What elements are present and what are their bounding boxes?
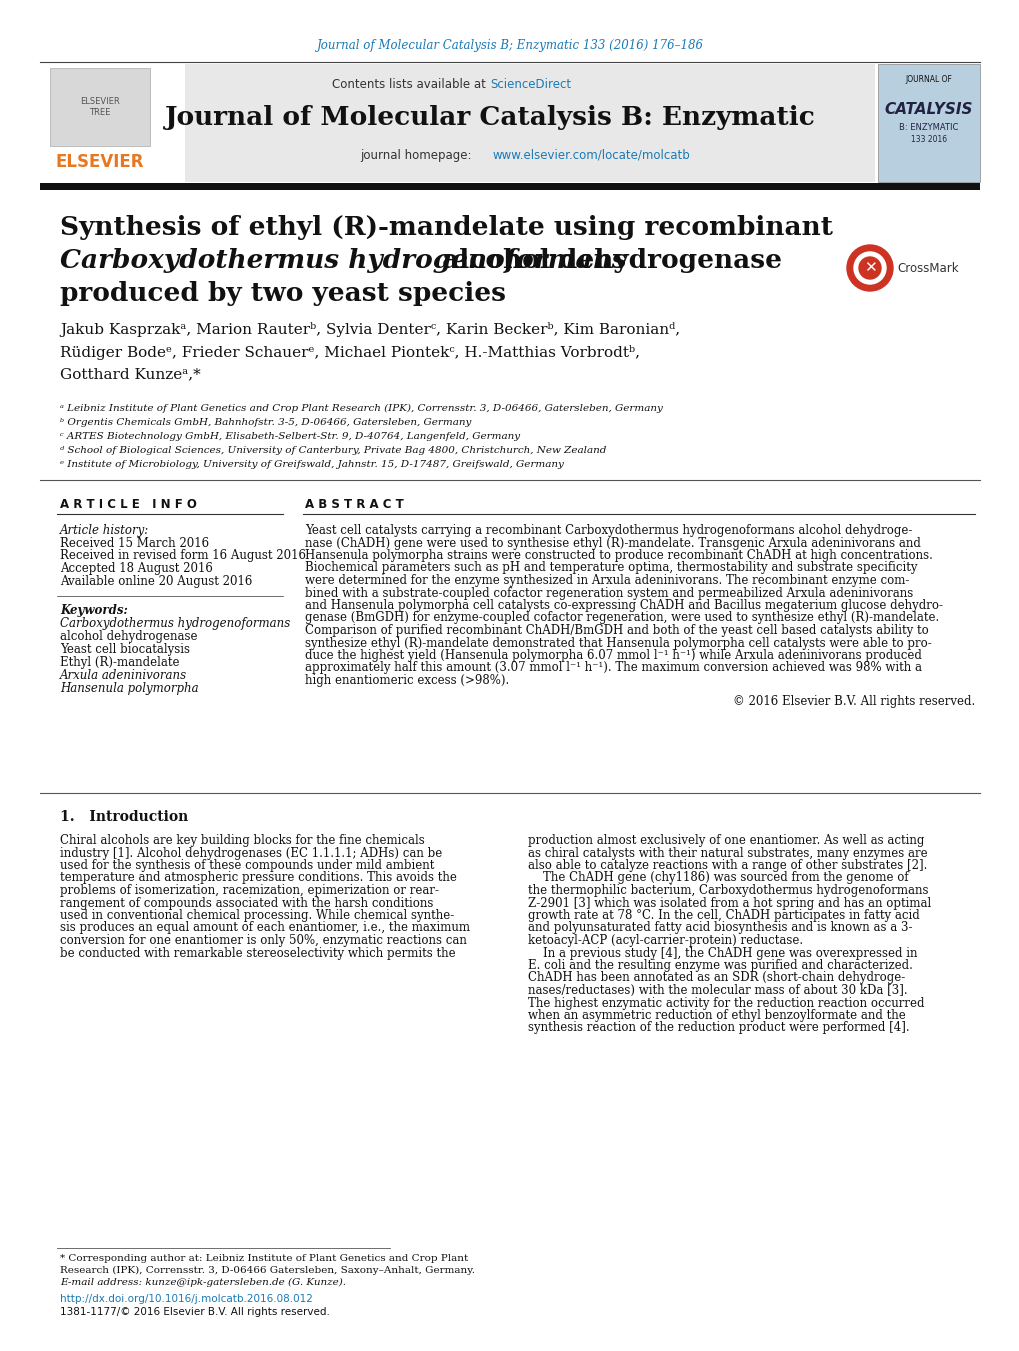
Circle shape [858,257,880,280]
Text: growth rate at 78 °C. In the cell, ChADH participates in fatty acid: growth rate at 78 °C. In the cell, ChADH… [528,909,919,921]
Text: http://dx.doi.org/10.1016/j.molcatb.2016.08.012: http://dx.doi.org/10.1016/j.molcatb.2016… [60,1294,313,1304]
Text: ketoacyl-ACP (acyl-carrier-protein) reductase.: ketoacyl-ACP (acyl-carrier-protein) redu… [528,934,802,947]
Text: ScienceDirect: ScienceDirect [489,77,571,91]
Text: high enantiomeric excess (>98%).: high enantiomeric excess (>98%). [305,674,508,688]
Text: Available online 20 August 2016: Available online 20 August 2016 [60,574,252,588]
Circle shape [853,253,886,284]
Text: Chiral alcohols are key building blocks for the fine chemicals: Chiral alcohols are key building blocks … [60,834,424,847]
Text: Arxula adeninivorans: Arxula adeninivorans [60,669,186,682]
Text: temperature and atmospheric pressure conditions. This avoids the: temperature and atmospheric pressure con… [60,871,457,885]
Text: ELSEVIER: ELSEVIER [56,153,144,172]
Text: used for the synthesis of these compounds under mild ambient: used for the synthesis of these compound… [60,859,434,871]
Text: ChADH has been annotated as an SDR (short-chain dehydroge-: ChADH has been annotated as an SDR (shor… [528,971,905,985]
Text: industry [1]. Alcohol dehydrogenases (EC 1.1.1.1; ADHs) can be: industry [1]. Alcohol dehydrogenases (EC… [60,847,442,859]
Text: nases/reductases) with the molecular mass of about 30 kDa [3].: nases/reductases) with the molecular mas… [528,984,907,997]
Text: © 2016 Elsevier B.V. All rights reserved.: © 2016 Elsevier B.V. All rights reserved… [732,694,974,708]
Text: Journal of Molecular Catalysis B; Enzymatic 133 (2016) 176–186: Journal of Molecular Catalysis B; Enzyma… [316,38,703,51]
Text: journal homepage:: journal homepage: [360,149,475,162]
Text: Yeast cell biocatalysis: Yeast cell biocatalysis [60,643,190,657]
Text: duce the highest yield (Hansenula polymorpha 6.07 mmol l⁻¹ h⁻¹) while Arxula ade: duce the highest yield (Hansenula polymo… [305,648,921,662]
Text: Yeast cell catalysts carrying a recombinant Carboxydothermus hydrogenoformans al: Yeast cell catalysts carrying a recombin… [305,524,911,536]
Text: A B S T R A C T: A B S T R A C T [305,499,404,511]
Text: when an asymmetric reduction of ethyl benzoylformate and the: when an asymmetric reduction of ethyl be… [528,1009,905,1021]
Text: alcohol dehydrogenase: alcohol dehydrogenase [433,249,782,273]
Text: Received 15 March 2016: Received 15 March 2016 [60,536,209,550]
Circle shape [846,245,892,290]
Text: Jakub Kasprzakᵃ, Marion Rauterᵇ, Sylvia Denterᶜ, Karin Beckerᵇ, Kim Baronianᵈ,
R: Jakub Kasprzakᵃ, Marion Rauterᵇ, Sylvia … [60,322,680,381]
Text: were determined for the enzyme synthesized in Arxula adeninivorans. The recombin: were determined for the enzyme synthesiz… [305,574,909,586]
Text: Received in revised form 16 August 2016: Received in revised form 16 August 2016 [60,550,306,562]
Text: Contents lists available at: Contents lists available at [332,77,489,91]
Text: In a previous study [4], the ChADH gene was overexpressed in: In a previous study [4], the ChADH gene … [528,947,917,959]
Text: A R T I C L E   I N F O: A R T I C L E I N F O [60,499,197,511]
Text: ᵃ Leibniz Institute of Plant Genetics and Crop Plant Research (IPK), Corrensstr.: ᵃ Leibniz Institute of Plant Genetics an… [60,404,662,413]
Text: ✕: ✕ [863,261,875,276]
Text: genase (BmGDH) for enzyme-coupled cofactor regeneration, were used to synthesize: genase (BmGDH) for enzyme-coupled cofact… [305,612,938,624]
Text: CATALYSIS: CATALYSIS [883,103,972,118]
Text: synthesize ethyl (R)-mandelate demonstrated that Hansenula polymorpha cell catal: synthesize ethyl (R)-mandelate demonstra… [305,636,930,650]
Text: Hansenula polymorpha strains were constructed to produce recombinant ChADH at hi: Hansenula polymorpha strains were constr… [305,549,932,562]
Text: Ethyl (R)-mandelate: Ethyl (R)-mandelate [60,657,179,669]
Text: Synthesis of ethyl (R)-mandelate using recombinant: Synthesis of ethyl (R)-mandelate using r… [60,215,833,240]
Text: and Hansenula polymorpha cell catalysts co-expressing ChADH and Bacillus megater: and Hansenula polymorpha cell catalysts … [305,598,943,612]
Text: E. coli and the resulting enzyme was purified and characterized.: E. coli and the resulting enzyme was pur… [528,959,912,971]
Text: the thermophilic bacterium, Carboxydothermus hydrogenoformans: the thermophilic bacterium, Carboxydothe… [528,884,927,897]
Text: ᵉ Institute of Microbiology, University of Greifswald, Jahnstr. 15, D-17487, Gre: ᵉ Institute of Microbiology, University … [60,459,564,469]
Text: as chiral catalysts with their natural substrates, many enzymes are: as chiral catalysts with their natural s… [528,847,926,859]
Text: ᶜ ARTES Biotechnology GmbH, Elisabeth-Selbert-Str. 9, D-40764, Langenfeld, Germa: ᶜ ARTES Biotechnology GmbH, Elisabeth-Se… [60,432,520,440]
Text: be conducted with remarkable stereoselectivity which permits the: be conducted with remarkable stereoselec… [60,947,455,959]
Text: production almost exclusively of one enantiomer. As well as acting: production almost exclusively of one ena… [528,834,923,847]
Text: Journal of Molecular Catalysis B: Enzymatic: Journal of Molecular Catalysis B: Enzyma… [164,105,814,131]
Text: Hansenula polymorpha: Hansenula polymorpha [60,682,199,694]
Text: ELSEVIER
TREE: ELSEVIER TREE [81,97,120,116]
Bar [40,182,979,190]
Text: www.elsevier.com/locate/molcatb: www.elsevier.com/locate/molcatb [492,149,690,162]
Bar [877,63,979,182]
Text: approximately half this amount (3.07 mmol l⁻¹ h⁻¹). The maximum conversion achie: approximately half this amount (3.07 mmo… [305,662,921,674]
Text: rangement of compounds associated with the harsh conditions: rangement of compounds associated with t… [60,897,433,909]
Bar [40,63,184,182]
Text: and polyunsaturated fatty acid biosynthesis and is known as a 3-: and polyunsaturated fatty acid biosynthe… [528,921,912,935]
Text: 1.   Introduction: 1. Introduction [60,811,189,824]
Text: E-mail address: kunze@ipk-gatersleben.de (G. Kunze).: E-mail address: kunze@ipk-gatersleben.de… [60,1278,345,1288]
Text: problems of isomerization, racemization, epimerization or rear-: problems of isomerization, racemization,… [60,884,438,897]
Text: used in conventional chemical processing. While chemical synthe-: used in conventional chemical processing… [60,909,453,921]
Text: bined with a substrate-coupled cofactor regeneration system and permeabilized Ar: bined with a substrate-coupled cofactor … [305,586,912,600]
Text: * Corresponding author at: Leibniz Institute of Plant Genetics and Crop Plant: * Corresponding author at: Leibniz Insti… [60,1254,468,1263]
Text: 133 2016: 133 2016 [910,135,946,145]
Text: sis produces an equal amount of each enantiomer, i.e., the maximum: sis produces an equal amount of each ena… [60,921,470,935]
Text: alcohol dehydrogenase: alcohol dehydrogenase [60,630,198,643]
Text: Keywords:: Keywords: [60,604,127,617]
Bar [40,63,874,182]
Text: ᵈ School of Biological Sciences, University of Canterbury, Private Bag 4800, Chr: ᵈ School of Biological Sciences, Univers… [60,446,605,455]
Text: B: ENZYMATIC: B: ENZYMATIC [899,123,958,131]
Text: CrossMark: CrossMark [896,262,958,274]
Text: JOURNAL OF: JOURNAL OF [905,76,952,85]
Text: Z-2901 [3] which was isolated from a hot spring and has an optimal: Z-2901 [3] which was isolated from a hot… [528,897,930,909]
Text: Carboxydothermus hydrogenoformans: Carboxydothermus hydrogenoformans [60,249,626,273]
Text: Biochemical parameters such as pH and temperature optima, thermostability and su: Biochemical parameters such as pH and te… [305,562,917,574]
Text: The highest enzymatic activity for the reduction reaction occurred: The highest enzymatic activity for the r… [528,997,923,1009]
Text: Research (IPK), Corrensstr. 3, D-06466 Gatersleben, Saxony–Anhalt, Germany.: Research (IPK), Corrensstr. 3, D-06466 G… [60,1266,475,1275]
Text: synthesis reaction of the reduction product were performed [4].: synthesis reaction of the reduction prod… [528,1021,909,1035]
Text: also able to catalyze reactions with a range of other substrates [2].: also able to catalyze reactions with a r… [528,859,926,871]
Text: Comparison of purified recombinant ChADH/BmGDH and both of the yeast cell based : Comparison of purified recombinant ChADH… [305,624,928,638]
Text: The ChADH gene (chy1186) was sourced from the genome of: The ChADH gene (chy1186) was sourced fro… [528,871,908,885]
Text: Article history:: Article history: [60,524,149,536]
Text: produced by two yeast species: produced by two yeast species [60,281,505,305]
Text: Carboxydothermus hydrogenoformans: Carboxydothermus hydrogenoformans [60,617,290,630]
Text: Accepted 18 August 2016: Accepted 18 August 2016 [60,562,213,576]
Text: conversion for one enantiomer is only 50%, enzymatic reactions can: conversion for one enantiomer is only 50… [60,934,467,947]
Bar [50,68,150,146]
Text: nase (ChADH) gene were used to synthesise ethyl (R)-mandelate. Transgenic Arxula: nase (ChADH) gene were used to synthesis… [305,536,920,550]
Text: ᵇ Orgentis Chemicals GmbH, Bahnhofstr. 3-5, D-06466, Gatersleben, Germany: ᵇ Orgentis Chemicals GmbH, Bahnhofstr. 3… [60,417,471,427]
Text: 1381-1177/© 2016 Elsevier B.V. All rights reserved.: 1381-1177/© 2016 Elsevier B.V. All right… [60,1306,329,1317]
